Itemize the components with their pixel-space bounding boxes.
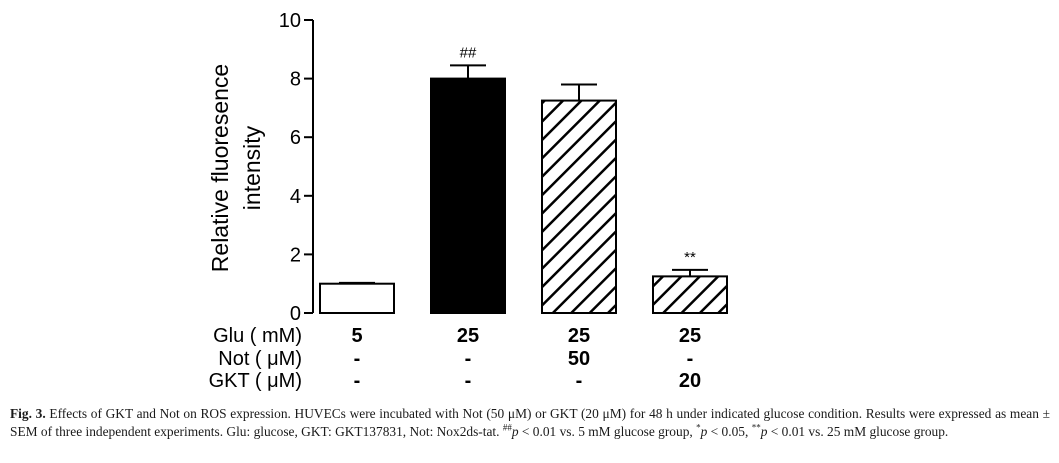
bar bbox=[652, 275, 728, 314]
caption-text-1: Effects of GKT and Not on ROS expression… bbox=[10, 406, 1050, 439]
treatment-row-value: 25 bbox=[568, 325, 590, 347]
significance-annotation: ** bbox=[684, 249, 696, 266]
y-tick-label: 8 bbox=[290, 69, 301, 91]
caption-sup-2: * bbox=[696, 422, 701, 433]
caption-p-3: p bbox=[760, 424, 768, 439]
treatment-row-label: Not ( μM) bbox=[218, 348, 302, 370]
treatment-row-value: - bbox=[465, 370, 472, 392]
figure-caption: Fig. 3. Effects of GKT and Not on ROS ex… bbox=[10, 405, 1050, 441]
bar bbox=[319, 282, 395, 315]
y-tick-label: 2 bbox=[290, 244, 301, 266]
treatment-row-label: GKT ( μM) bbox=[209, 370, 302, 392]
treatment-row-label: Glu ( mM) bbox=[213, 325, 302, 347]
caption-sup-3: ** bbox=[751, 422, 761, 433]
y-tick-label: 6 bbox=[290, 127, 301, 149]
y-tick-label: 10 bbox=[279, 10, 301, 32]
caption-text-3: < 0.05, bbox=[707, 424, 749, 439]
treatment-row-value: 25 bbox=[457, 325, 479, 347]
treatment-row-value: 25 bbox=[679, 325, 701, 347]
treatment-row-value: - bbox=[465, 348, 472, 370]
treatment-row-value: 50 bbox=[568, 348, 590, 370]
bar-chart: Relative fluoresence intensity 0 2 4 6 8 10 #… bbox=[207, 10, 728, 392]
caption-figure-label: Fig. 3. bbox=[10, 406, 46, 421]
treatment-row-value: 20 bbox=[679, 370, 701, 392]
significance-annotation: ## bbox=[460, 44, 477, 61]
caption-p-1: p bbox=[511, 424, 519, 439]
y-axis-label-line1: Relative fluoresence bbox=[207, 64, 233, 272]
y-tick-label: 4 bbox=[290, 186, 301, 208]
caption-text-2: < 0.01 vs. 5 mM glucose group, bbox=[518, 424, 693, 439]
bar bbox=[541, 99, 617, 314]
treatment-row-value: 5 bbox=[351, 325, 362, 347]
treatment-row-value: - bbox=[354, 348, 361, 370]
y-axis-label-line2: intensity bbox=[239, 125, 265, 210]
caption-sup-1: ## bbox=[502, 422, 512, 433]
treatment-row-value: - bbox=[354, 370, 361, 392]
y-tick-label: 0 bbox=[290, 303, 301, 325]
treatment-row-value: - bbox=[687, 348, 694, 370]
caption-text-4: < 0.01 vs. 25 mM glucose group. bbox=[767, 424, 949, 439]
treatment-row-value: - bbox=[576, 370, 583, 392]
bar bbox=[430, 77, 506, 314]
caption-p-2: p bbox=[700, 424, 708, 439]
